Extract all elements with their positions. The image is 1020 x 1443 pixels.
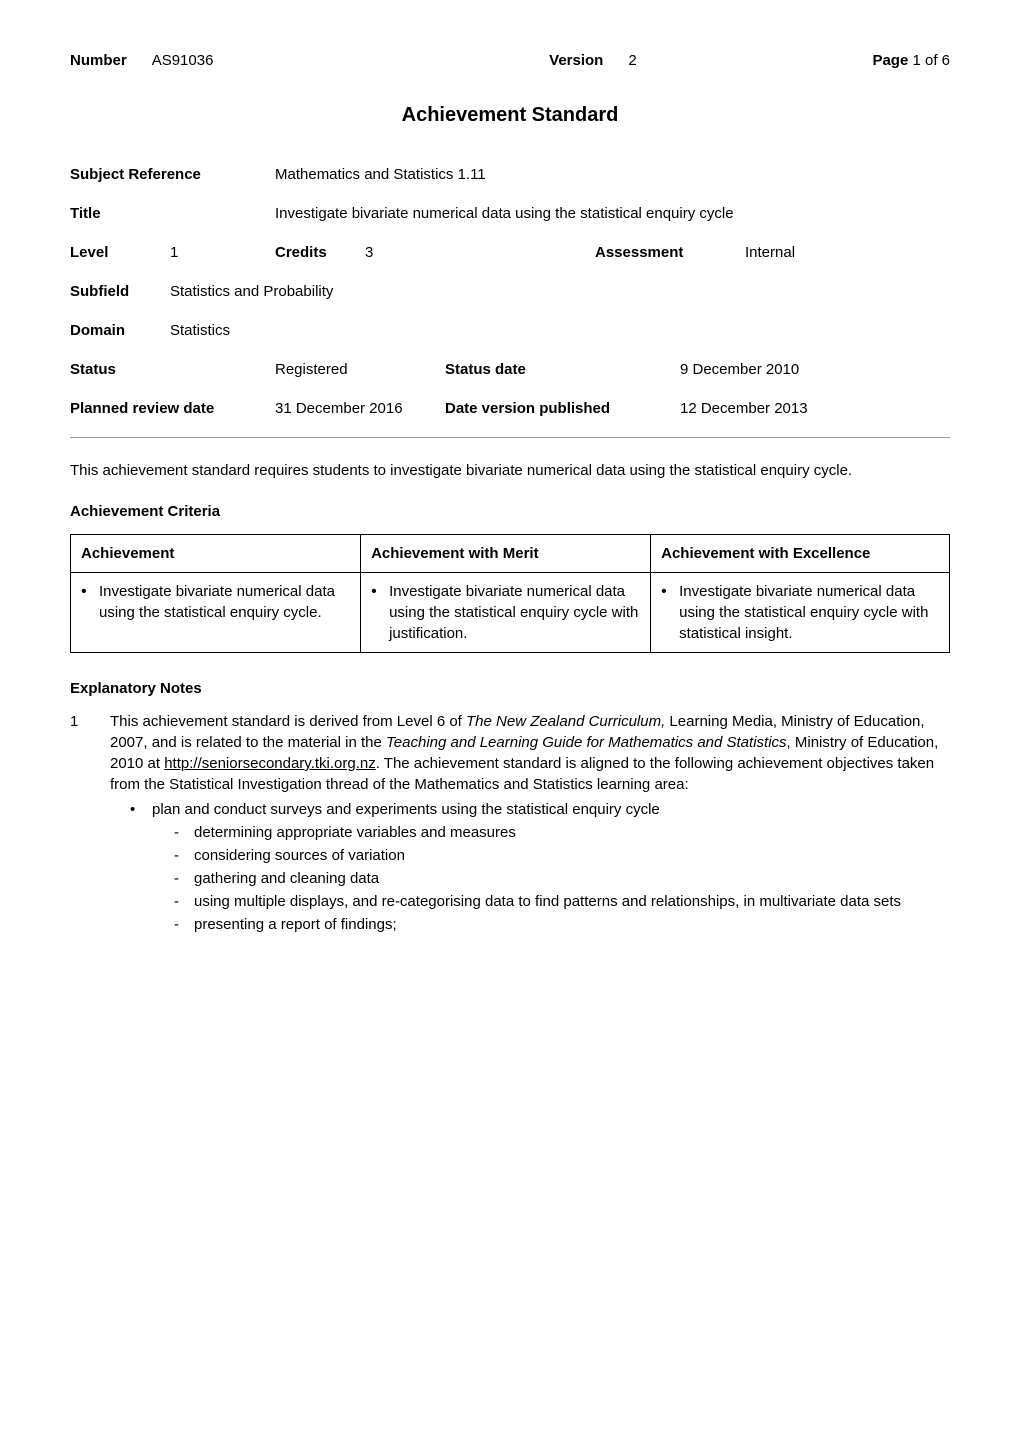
- header-left: Number AS91036: [70, 50, 213, 71]
- header-mid: Version 2: [549, 50, 637, 71]
- subfield-label: Subfield: [70, 281, 170, 302]
- excellence-item: Investigate bivariate numerical data usi…: [661, 581, 939, 644]
- cell-excellence: Investigate bivariate numerical data usi…: [651, 573, 950, 653]
- achievement-item: Investigate bivariate numerical data usi…: [81, 581, 350, 623]
- note-bullet-list: plan and conduct surveys and experiments…: [110, 799, 950, 935]
- cell-merit: Investigate bivariate numerical data usi…: [361, 573, 651, 653]
- note-italic-2: Teaching and Learning Guide for Mathemat…: [386, 734, 787, 751]
- dash-list: determining appropriate variables and me…: [152, 822, 950, 935]
- date-published-value: 12 December 2013: [680, 398, 950, 419]
- level-credits-assessment-row: Level 1 Credits 3 Assessment Internal: [70, 242, 950, 263]
- status-row: Status Registered Status date 9 December…: [70, 359, 950, 380]
- version-label: Version: [549, 50, 603, 71]
- header-right: Page 1 of 6: [872, 50, 950, 71]
- review-published-row: Planned review date 31 December 2016 Dat…: [70, 398, 950, 419]
- credits-value: 3: [365, 242, 595, 263]
- status-date-value: 9 December 2010: [680, 359, 950, 380]
- domain-value: Statistics: [170, 320, 950, 341]
- title-label: Title: [70, 203, 275, 224]
- cell-achievement: Investigate bivariate numerical data usi…: [71, 573, 361, 653]
- merit-item: Investigate bivariate numerical data usi…: [371, 581, 640, 644]
- explanatory-notes: 1 This achievement standard is derived f…: [70, 711, 950, 937]
- level-value: 1: [170, 242, 275, 263]
- planned-review-label: Planned review date: [70, 398, 275, 419]
- page-header: Number AS91036 Version 2 Page 1 of 6: [70, 50, 950, 71]
- status-label: Status: [70, 359, 275, 380]
- page-value: 1 of 6: [912, 52, 950, 69]
- criteria-heading: Achievement Criteria: [70, 501, 950, 522]
- note-italic-1: The New Zealand Curriculum,: [466, 713, 665, 730]
- date-published-label: Date version published: [445, 398, 680, 419]
- status-date-label: Status date: [445, 359, 680, 380]
- number-value: AS91036: [152, 50, 214, 71]
- title-value: Investigate bivariate numerical data usi…: [275, 203, 950, 224]
- subject-ref-value: Mathematics and Statistics 1.11: [275, 164, 950, 185]
- note-number: 1: [70, 711, 110, 937]
- domain-label: Domain: [70, 320, 170, 341]
- page-title: Achievement Standard: [70, 101, 950, 129]
- title-row: Title Investigate bivariate numerical da…: [70, 203, 950, 224]
- col-merit: Achievement with Merit: [361, 535, 651, 573]
- credits-label: Credits: [275, 242, 365, 263]
- dash-item: presenting a report of findings;: [174, 914, 950, 935]
- note-body: This achievement standard is derived fro…: [110, 711, 950, 937]
- divider: [70, 437, 950, 438]
- domain-row: Domain Statistics: [70, 320, 950, 341]
- page-label: Page: [872, 52, 908, 69]
- dash-item: determining appropriate variables and me…: [174, 822, 950, 843]
- dash-item: using multiple displays, and re-categori…: [174, 891, 950, 912]
- note-1: 1 This achievement standard is derived f…: [70, 711, 950, 937]
- subfield-value: Statistics and Probability: [170, 281, 950, 302]
- number-label: Number: [70, 50, 127, 71]
- notes-heading: Explanatory Notes: [70, 678, 950, 699]
- table-header-row: Achievement Achievement with Merit Achie…: [71, 535, 950, 573]
- intro-text: This achievement standard requires stude…: [70, 460, 950, 481]
- subject-reference-row: Subject Reference Mathematics and Statis…: [70, 164, 950, 185]
- table-row: Investigate bivariate numerical data usi…: [71, 573, 950, 653]
- criteria-table: Achievement Achievement with Merit Achie…: [70, 534, 950, 653]
- level-label: Level: [70, 242, 170, 263]
- note-link[interactable]: http://seniorsecondary.tki.org.nz: [164, 755, 376, 772]
- planned-review-value: 31 December 2016: [275, 398, 445, 419]
- assessment-value: Internal: [745, 242, 950, 263]
- version-value: 2: [628, 50, 636, 71]
- col-achievement: Achievement: [71, 535, 361, 573]
- col-excellence: Achievement with Excellence: [651, 535, 950, 573]
- note-text-pre: This achievement standard is derived fro…: [110, 713, 466, 730]
- bullet-item: plan and conduct surveys and experiments…: [130, 799, 950, 935]
- assessment-label: Assessment: [595, 242, 745, 263]
- status-value: Registered: [275, 359, 445, 380]
- dash-item: considering sources of variation: [174, 845, 950, 866]
- subject-ref-label: Subject Reference: [70, 164, 275, 185]
- bullet-text: plan and conduct surveys and experiments…: [152, 801, 660, 818]
- dash-item: gathering and cleaning data: [174, 868, 950, 889]
- subfield-row: Subfield Statistics and Probability: [70, 281, 950, 302]
